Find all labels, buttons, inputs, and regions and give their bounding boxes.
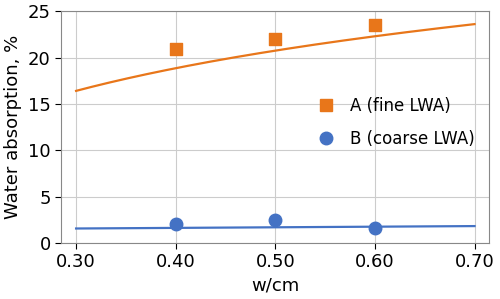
- Point: [272, 217, 280, 222]
- Y-axis label: Water absorption, %: Water absorption, %: [4, 35, 22, 219]
- Point: [172, 47, 179, 51]
- X-axis label: w/cm: w/cm: [251, 277, 300, 295]
- Legend: A (fine LWA), B (coarse LWA): A (fine LWA), B (coarse LWA): [303, 90, 481, 155]
- Point: [371, 225, 379, 230]
- Point: [371, 23, 379, 28]
- Point: [272, 36, 280, 41]
- Point: [172, 222, 179, 227]
